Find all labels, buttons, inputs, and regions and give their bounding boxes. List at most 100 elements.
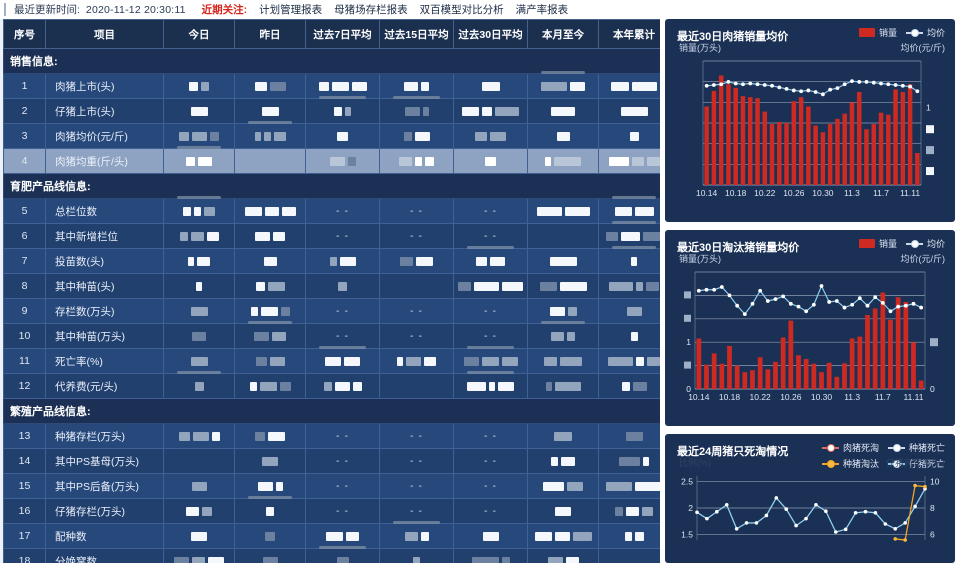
table-cell[interactable]: - - [453, 448, 528, 474]
table-cell[interactable] [527, 473, 599, 499]
table-cell[interactable] [163, 473, 235, 499]
table-cell[interactable] [379, 248, 454, 274]
legend-item-avg-price-2[interactable]: 均价 [905, 237, 945, 250]
table-row[interactable]: 11 死亡率(%) [3, 346, 660, 374]
table-cell[interactable] [234, 121, 306, 149]
table-cell[interactable] [527, 71, 599, 99]
table-cell[interactable] [379, 273, 454, 299]
table-cell[interactable] [163, 423, 235, 449]
legend-item-fattening-mortality[interactable]: 肉猪死淘 [821, 441, 879, 454]
table-cell[interactable] [305, 373, 380, 399]
table-cell[interactable] [379, 348, 454, 374]
table-cell[interactable] [598, 523, 660, 549]
table-cell[interactable] [163, 323, 235, 349]
table-row[interactable]: 2 仔猪上市(头) [3, 96, 660, 124]
table-cell[interactable] [305, 273, 380, 299]
table-cell[interactable]: - - [305, 323, 380, 349]
table-cell[interactable] [453, 123, 528, 149]
table-cell[interactable] [379, 148, 454, 174]
table-cell[interactable]: - - [305, 298, 380, 324]
metrics-table-panel[interactable]: 序号 项目 今日 昨日 过去7日平均 过去15日平均 过去30日平均 本月至今 本年累计 销售信… [0, 19, 660, 563]
legend-item-sales-volume-2[interactable]: 销量 [858, 237, 897, 250]
table-cell[interactable] [379, 373, 454, 399]
table-cell[interactable]: - - [453, 223, 528, 249]
table-cell[interactable] [527, 373, 599, 399]
table-cell[interactable] [453, 73, 528, 99]
legend-item-sales-volume[interactable]: 销量 [858, 26, 897, 39]
table-cell[interactable] [163, 146, 235, 174]
table-cell[interactable] [234, 496, 306, 524]
table-cell[interactable] [234, 348, 306, 374]
table-cell[interactable] [234, 148, 306, 174]
table-cell[interactable] [598, 73, 660, 99]
table-cell[interactable]: - - [379, 198, 454, 224]
table-row[interactable]: 1 肉猪上市(头) [3, 71, 660, 99]
table-cell[interactable] [163, 371, 235, 399]
legend-item-breeder-cull[interactable]: 种猪淘汰 [821, 457, 879, 470]
table-cell[interactable] [598, 98, 660, 124]
table-row[interactable]: 15 其中PS后备(万头) - - - - - - [3, 473, 660, 499]
table-column-header-0[interactable]: 序号 [3, 19, 46, 49]
table-cell[interactable]: - - [305, 223, 380, 249]
table-cell[interactable] [305, 96, 380, 124]
table-cell[interactable] [379, 123, 454, 149]
table-cell[interactable] [598, 298, 660, 324]
chart-card-pig-sales[interactable]: 最近30日肉猪销量均价 销量 均价 销量(万头) 均价(元/斤) 10. [665, 19, 955, 222]
table-cell[interactable] [598, 273, 660, 299]
table-row[interactable]: 16 仔猪存栏(万头) - - - - - - [3, 496, 660, 524]
quick-link-sow-inventory-report[interactable]: 母猪场存栏报表 [334, 4, 408, 16]
table-cell[interactable] [234, 273, 306, 299]
table-cell[interactable] [163, 98, 235, 124]
table-row[interactable]: 9 存栏数(万头) - - - - - - [3, 298, 660, 324]
table-cell[interactable]: - - [453, 198, 528, 224]
table-cell[interactable]: - - [379, 448, 454, 474]
table-cell[interactable] [305, 523, 380, 549]
table-cell[interactable] [234, 373, 306, 399]
table-cell[interactable]: - - [305, 423, 380, 449]
table-row[interactable]: 6 其中新增栏位 - - - - - - [3, 221, 660, 249]
table-cell[interactable] [598, 498, 660, 524]
table-cell[interactable] [234, 73, 306, 99]
table-cell[interactable] [527, 298, 599, 324]
table-cell[interactable]: - - [379, 498, 454, 524]
table-cell[interactable] [598, 323, 660, 349]
table-cell[interactable] [379, 521, 454, 549]
table-row[interactable]: 3 肉猪均价(元/斤) [3, 121, 660, 149]
table-cell[interactable] [598, 221, 660, 249]
table-column-header-5[interactable]: 过去15日平均 [379, 19, 454, 49]
table-column-header-4[interactable]: 过去7日平均 [305, 19, 380, 49]
quick-link-double-hundred-model[interactable]: 双百模型对比分析 [419, 4, 504, 16]
table-cell[interactable] [598, 196, 660, 224]
table-cell[interactable] [163, 73, 235, 99]
table-cell[interactable]: - - [379, 298, 454, 324]
table-cell[interactable] [234, 321, 306, 349]
table-cell[interactable] [163, 123, 235, 149]
table-cell[interactable] [379, 548, 454, 563]
table-cell[interactable] [234, 548, 306, 563]
table-cell[interactable] [527, 223, 599, 249]
table-cell[interactable] [305, 248, 380, 274]
table-cell[interactable] [163, 348, 235, 374]
table-row[interactable]: 12 代养费(元/头) [3, 371, 660, 399]
table-cell[interactable] [163, 223, 235, 249]
table-cell[interactable] [163, 273, 235, 299]
table-cell[interactable] [527, 348, 599, 374]
table-cell[interactable] [305, 346, 380, 374]
table-cell[interactable] [598, 348, 660, 374]
table-cell[interactable] [453, 98, 528, 124]
table-cell[interactable] [163, 448, 235, 474]
table-cell[interactable] [527, 198, 599, 224]
table-cell[interactable] [527, 498, 599, 524]
table-cell[interactable] [527, 321, 599, 349]
table-row[interactable]: 14 其中PS基母(万头) - - - - - - [3, 448, 660, 474]
table-cell[interactable] [598, 548, 660, 563]
table-row[interactable]: 10 其中种苗(万头) - - - - - - [3, 321, 660, 349]
table-cell[interactable] [598, 148, 660, 174]
table-cell[interactable] [527, 273, 599, 299]
table-cell[interactable] [234, 223, 306, 249]
legend-item-avg-price[interactable]: 均价 [905, 26, 945, 39]
table-cell[interactable] [527, 548, 599, 563]
table-cell[interactable] [598, 423, 660, 449]
table-column-header-1[interactable]: 项目 [45, 19, 164, 49]
table-cell[interactable] [163, 548, 235, 563]
